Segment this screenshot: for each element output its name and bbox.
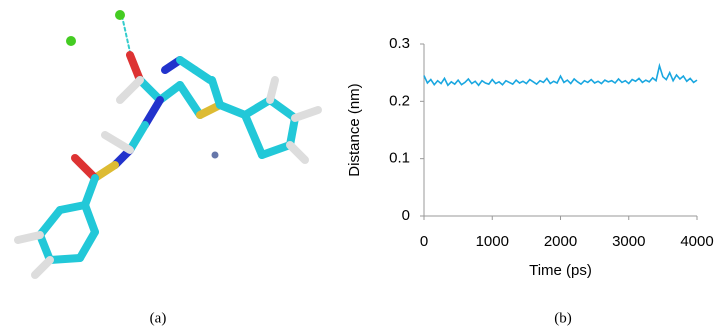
x-tick-label: 0 xyxy=(420,233,428,250)
data-line xyxy=(424,66,697,85)
x-tick-label: 4000 xyxy=(680,233,713,250)
x-tick-label: 1000 xyxy=(476,233,509,250)
x-tick-label: 2000 xyxy=(544,233,577,250)
x-axis-label: Time (ps) xyxy=(529,262,592,279)
caption: (a) xyxy=(150,310,167,326)
page: (a) (b) 0 0.1 0.2 0.3 0 1000 2000 3000 4000 Time … xyxy=(0,0,724,331)
y-tick-label: 0.2 xyxy=(389,92,410,109)
y-tick-label: 0 xyxy=(402,207,410,224)
figure: (a) (b) 0 0.1 0.2 0.3 0 1000 2000 3000 4000 Time … xyxy=(0,0,724,331)
caption: (b) xyxy=(554,310,572,326)
x-tick-label: 3000 xyxy=(612,233,645,250)
y-tick-label: 0.3 xyxy=(389,35,410,52)
y-axis-label: Distance (nm) xyxy=(346,83,363,176)
y-tick-label: 0.1 xyxy=(389,150,410,167)
molecule-image xyxy=(18,10,318,275)
